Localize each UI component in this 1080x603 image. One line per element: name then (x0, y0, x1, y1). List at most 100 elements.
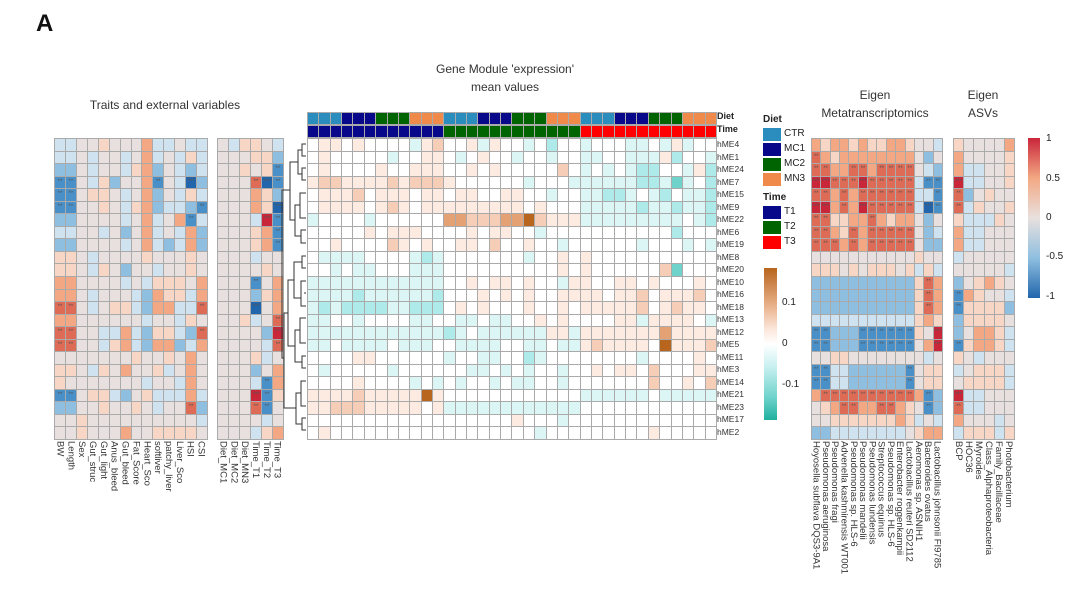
traits-cell (175, 327, 186, 339)
modules-cell (592, 327, 603, 339)
metatranscriptomics-cell (896, 377, 905, 389)
modules-cell (410, 352, 421, 364)
modules-cell (467, 302, 478, 314)
modules-cell (557, 189, 569, 201)
modules-cell (467, 389, 478, 402)
traits-column-label: Fat_Score (130, 441, 142, 485)
metatranscriptomics-cell: ** (868, 176, 877, 189)
metatranscriptomics-cell (868, 164, 877, 176)
traits-cell: ** (55, 201, 65, 214)
module-tick-1: 0 (782, 338, 788, 349)
design-cell (262, 289, 272, 302)
metatranscriptomics-cell: ** (905, 176, 914, 189)
modules-cell (387, 276, 398, 289)
metatranscriptomics-cell (914, 364, 924, 377)
modules-cell (626, 402, 637, 414)
traits-cell: ** (65, 327, 76, 339)
modules-cell (557, 427, 569, 439)
modules-cell (580, 427, 592, 439)
modules-cell (523, 327, 535, 339)
design-cell (262, 327, 272, 339)
modules-cell (626, 214, 637, 226)
modules-cell (489, 402, 501, 414)
traits-cell (98, 302, 109, 314)
asvs-cell (984, 201, 994, 214)
traits-cell (186, 364, 197, 377)
modules-cell (387, 139, 398, 151)
time-annotation-cell (603, 126, 614, 137)
design-cell: ** (273, 214, 283, 226)
traits-cell (87, 402, 98, 414)
row-label: hME18 (717, 301, 744, 312)
asvs-cell (994, 427, 1004, 439)
traits-cell (120, 264, 131, 276)
design-cell (218, 239, 228, 251)
modules-cell (364, 151, 376, 164)
modules-cell (467, 364, 478, 377)
modules-cell (512, 276, 523, 289)
modules-cell (364, 427, 376, 439)
metatranscriptomics-cell (924, 339, 933, 352)
metatranscriptomics-cell: ** (812, 189, 821, 201)
metatranscriptomics-cell: ** (896, 239, 905, 251)
modules-cell (410, 364, 421, 377)
modules-cell (705, 314, 716, 327)
traits-cell (109, 389, 120, 402)
gene-module-title-line2: mean values (470, 80, 540, 94)
row-label: hME4 (717, 139, 740, 149)
traits-cell (109, 402, 120, 414)
modules-cell (626, 164, 637, 176)
modules-cell (626, 314, 637, 327)
metatranscriptomics-cell: *** (933, 339, 942, 352)
modules-cell (535, 289, 546, 302)
modules-cell (614, 414, 626, 427)
design-cell (240, 427, 250, 439)
design-column-label: Diet_MC1 (217, 441, 229, 484)
traits-cell (131, 289, 142, 302)
metatranscriptomics-cell (812, 414, 821, 427)
traits-cell (164, 214, 175, 226)
modules-cell (592, 402, 603, 414)
modules-cell (444, 139, 455, 151)
modules-cell (364, 139, 376, 151)
modules-cell (308, 389, 319, 402)
traits-cell (153, 364, 164, 377)
metatranscriptomics-cell (868, 264, 877, 276)
metatranscriptomics-cell (840, 214, 849, 226)
design-cell (251, 264, 261, 276)
modules-cell (421, 327, 432, 339)
modules-cell (501, 189, 512, 201)
modules-cell (580, 314, 592, 327)
modules-cell (671, 339, 682, 352)
metatranscriptomics-cell: ** (858, 339, 868, 352)
modules-cell (308, 314, 319, 327)
modules-cell (342, 176, 353, 189)
traits-cell (153, 264, 164, 276)
asvs-cell (1004, 189, 1014, 201)
metatranscriptomics-cell (933, 314, 942, 327)
metatranscriptomics-cell (868, 302, 877, 314)
modules-cell (455, 377, 467, 389)
modules-cell (694, 352, 705, 364)
traits-cell (55, 164, 65, 176)
modules-cell (319, 402, 330, 414)
design-heatmap: ** ** *** ** *** *** ** ** ** ** *** ** *** ** ** *** **… (217, 138, 284, 440)
time-annotation-cell (626, 126, 637, 137)
modules-cell (467, 352, 478, 364)
modules-cell (512, 389, 523, 402)
modules-cell (546, 214, 557, 226)
metatranscriptomics-cell (886, 139, 896, 151)
traits-cell (131, 201, 142, 214)
diet-annotation-cell (671, 113, 682, 124)
traits-cell (175, 164, 186, 176)
traits-cell (186, 289, 197, 302)
modules-cell (432, 427, 444, 439)
modules-cell (376, 226, 387, 239)
traits-cell (186, 151, 197, 164)
modules-cell (682, 339, 694, 352)
design-cell (218, 377, 228, 389)
modules-cell (364, 402, 376, 414)
modules-cell (592, 239, 603, 251)
asvs-cell (1004, 276, 1014, 289)
modules-cell (648, 427, 660, 439)
